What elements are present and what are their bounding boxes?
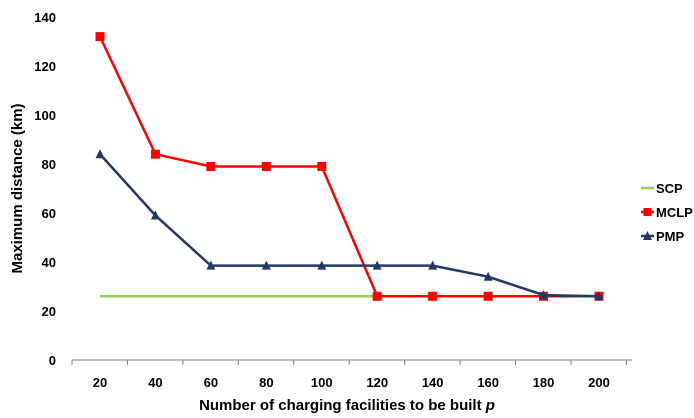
series-line-mclp (98, 36, 599, 298)
x-tick-label: 140 (422, 375, 444, 390)
x-tick-label: 20 (93, 375, 107, 390)
x-ticks: 20 40 60 80 100 120 140 160 180 200 (71, 360, 627, 390)
series-pmp (95, 149, 604, 301)
series-layer (95, 32, 604, 301)
data-point (317, 260, 327, 270)
x-axis-label: Number of charging facilities to be buil… (199, 397, 495, 414)
y-tick-label: 60 (42, 206, 56, 221)
legend-item-scp: SCP (641, 181, 683, 196)
plot-area: 20 40 60 80 100 120 140 160 180 200 0 20 40 60 80 100 1… (34, 10, 632, 390)
y-tick-label: 80 (42, 157, 56, 172)
y-ticks: 0 20 40 60 80 100 120 140 (34, 10, 56, 368)
data-point (150, 149, 160, 159)
x-tick-label: 60 (204, 375, 218, 390)
legend-item-pmp: PMP (641, 229, 685, 244)
x-tick-label: 40 (148, 375, 162, 390)
data-point (95, 32, 105, 42)
data-point (428, 260, 438, 270)
data-point (372, 260, 382, 270)
x-tick-label: 120 (366, 375, 388, 390)
legend-label: SCP (656, 181, 683, 196)
x-tick-label: 180 (533, 375, 555, 390)
data-point (594, 291, 604, 301)
series-line-pmp (99, 153, 600, 298)
data-point (261, 260, 271, 270)
series-mclp (95, 32, 604, 301)
data-point (261, 161, 271, 171)
legend-label: PMP (656, 229, 685, 244)
data-point (428, 291, 438, 301)
data-point (483, 291, 493, 301)
legend-label: MCLP (656, 205, 693, 220)
legend-marker (643, 208, 652, 216)
data-point (483, 271, 493, 281)
x-tick-label: 100 (311, 375, 333, 390)
data-point (95, 149, 105, 159)
x-tick-label: 80 (259, 375, 273, 390)
legend-marker (643, 231, 652, 240)
y-tick-label: 0 (49, 353, 56, 368)
data-point (150, 210, 160, 220)
y-tick-label: 20 (42, 304, 56, 319)
data-point (539, 290, 549, 300)
y-tick-label: 120 (34, 59, 56, 74)
y-tick-label: 40 (42, 255, 56, 270)
data-point (206, 161, 216, 171)
x-tick-label: 160 (477, 375, 499, 390)
data-point (372, 291, 382, 301)
legend-item-mclp: MCLP (641, 205, 693, 220)
x-axis-label-text: Number of charging facilities to be buil… (199, 397, 486, 414)
x-tick-label: 200 (588, 375, 610, 390)
data-point (317, 161, 327, 171)
y-axis-label: Maximum distance (km) (9, 103, 26, 273)
legend: SCP MCLP PMP (641, 181, 693, 244)
y-tick-label: 100 (34, 108, 56, 123)
x-axis-label-variable: p (485, 397, 495, 414)
y-tick-label: 140 (34, 10, 56, 25)
data-point (206, 260, 216, 270)
